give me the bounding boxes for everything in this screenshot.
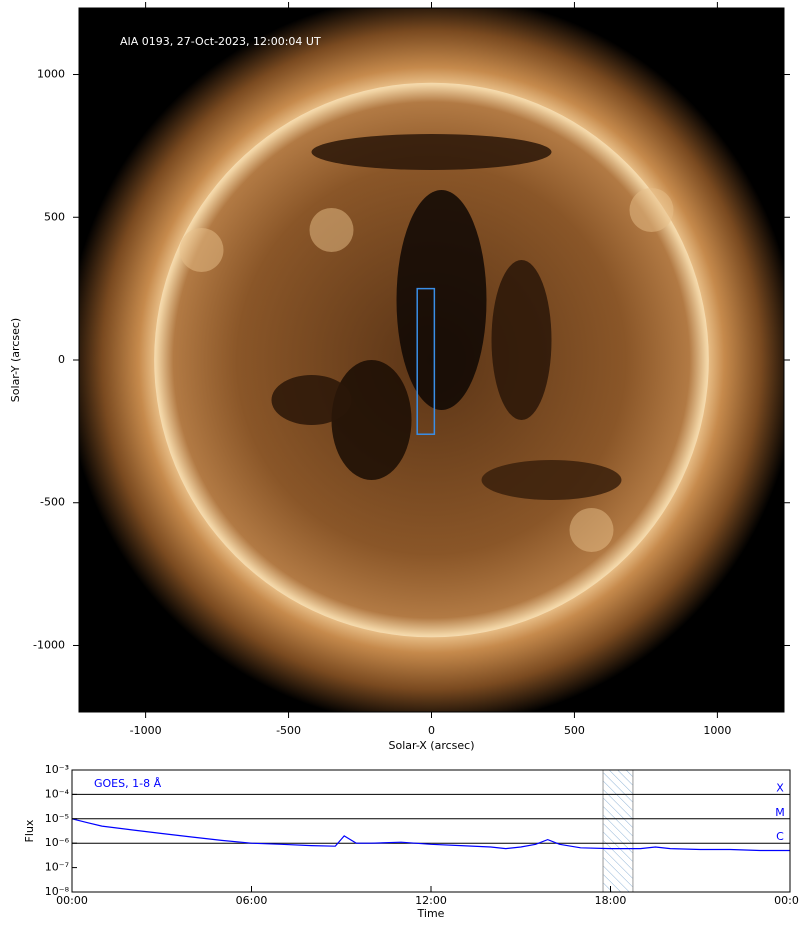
x-axis-label: Solar-X (arcsec) <box>389 739 475 752</box>
y-axis-label: Solar-Y (arcsec) <box>9 318 22 402</box>
y-tick-label: 10⁻⁵ <box>45 812 69 825</box>
x-axis-label: Time <box>417 907 445 920</box>
y-tick-label: 10⁻⁶ <box>45 836 70 849</box>
x-tick-label: 00:00 <box>56 894 88 907</box>
region-box <box>416 287 436 435</box>
lightcurve-panel: XMC00:0006:0012:0018:0000:0010⁻⁸10⁻⁷10⁻⁶… <box>23 763 799 920</box>
flux-line <box>71 818 790 852</box>
y-tick-label: 10⁻⁷ <box>45 861 69 874</box>
image-panel: -1000 -500 0 500 1000 -1000 -500 0 500 1000 AIA 01… <box>9 2 790 752</box>
y-tick-label: 0 <box>58 353 65 366</box>
y-axis-label: Flux <box>23 819 36 842</box>
x-tick-label: 12:00 <box>415 894 447 907</box>
y-tick-label: -500 <box>40 496 65 509</box>
dark-region <box>311 134 552 171</box>
x-tick-label: 18:00 <box>595 894 627 907</box>
x-tick-label: 1000 <box>703 724 731 737</box>
x-tick-label: 0 <box>428 724 435 737</box>
x-tick-label: 500 <box>564 724 585 737</box>
dark-region <box>271 375 352 425</box>
y-tick-label: 1000 <box>37 68 65 81</box>
x-tick-label: 00:00 <box>774 894 799 907</box>
dark-region <box>491 260 552 420</box>
bright-region <box>629 188 674 232</box>
y-tick-label: 10⁻⁴ <box>45 787 70 800</box>
y-tick-label: 10⁻⁸ <box>45 885 70 898</box>
annotation: GOES, 1-8 Å <box>94 777 162 790</box>
dark-region <box>331 360 412 480</box>
y-tick-label: 500 <box>44 210 65 223</box>
span-hatch <box>602 769 634 893</box>
dark-region <box>396 190 487 410</box>
x-tick-label: -500 <box>276 724 301 737</box>
level-label: X <box>776 781 784 794</box>
x-tick-label: 06:00 <box>236 894 268 907</box>
level-label: C <box>776 830 784 843</box>
axes-frame <box>71 769 791 893</box>
y-tick-label: 10⁻³ <box>45 763 69 776</box>
annotation: AIA 0193, 27-Oct-2023, 12:00:04 UT <box>120 35 321 48</box>
bright-region <box>569 508 614 552</box>
x-tick-label: -1000 <box>130 724 162 737</box>
y-tick-label: -1000 <box>33 638 65 651</box>
bright-region <box>179 228 224 272</box>
dark-region <box>481 460 622 500</box>
sun-image <box>79 8 784 712</box>
bright-region <box>309 208 354 252</box>
level-label: M <box>775 806 785 819</box>
